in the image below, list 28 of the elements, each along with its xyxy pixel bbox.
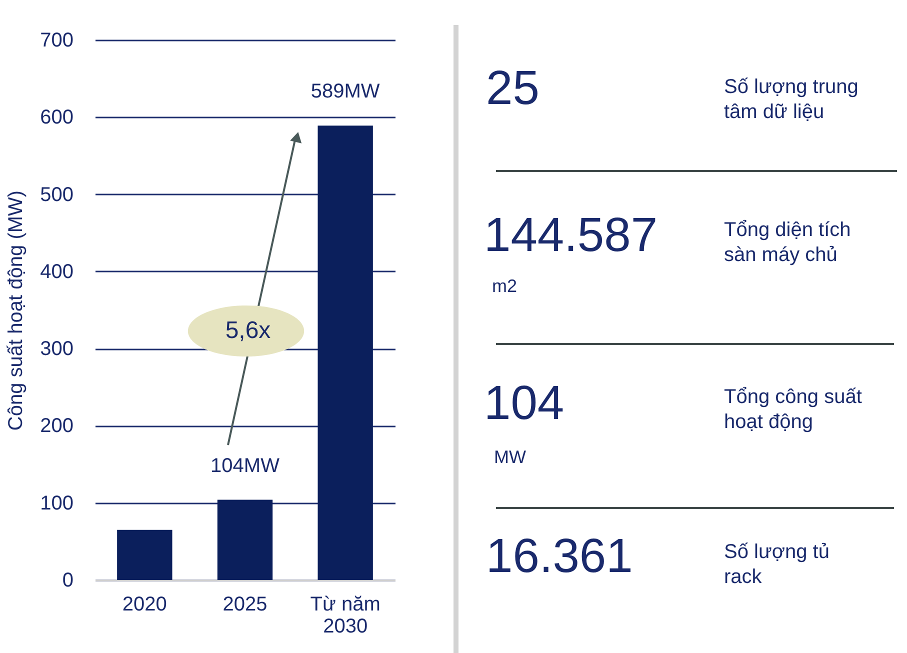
y-tick-label: 100 [40, 492, 74, 514]
y-tick-label: 500 [40, 184, 74, 206]
text: 104 [484, 377, 564, 430]
x-tick-label: 2025 [222, 594, 268, 616]
y-tick-label: 400 [40, 260, 74, 283]
text: 144.587 [484, 209, 658, 262]
bar [117, 530, 172, 580]
text: 25 [486, 62, 540, 115]
y-tick-label: 200 [40, 415, 74, 438]
text: Số lượng tủ rack [724, 541, 830, 588]
text: m2 [492, 276, 518, 296]
text: Tổng diện tích sàn máy chủ [724, 219, 851, 266]
text: Tổng công suất hoạt động [724, 386, 862, 433]
x-tick-label: 2020 [122, 594, 167, 616]
y-tick-label: 0 [62, 570, 74, 592]
text: MW [494, 447, 526, 467]
data-label: 104MW [210, 454, 280, 477]
bar [217, 500, 273, 580]
text: Số lượng trung tâm dữ liệu [724, 76, 858, 123]
y-tick-label: 300 [40, 338, 74, 360]
annotation: 5,6x [225, 317, 271, 344]
y-axis-title: Công suất hoạt động (MW) [5, 190, 28, 431]
x-tick-label: Từ năm 2030 [310, 594, 380, 638]
bar [318, 126, 373, 580]
y-tick-label: 600 [40, 106, 74, 129]
text: 16.361 [486, 530, 633, 583]
y-tick-label: 700 [40, 30, 74, 52]
data-label: 589MW [310, 80, 380, 103]
